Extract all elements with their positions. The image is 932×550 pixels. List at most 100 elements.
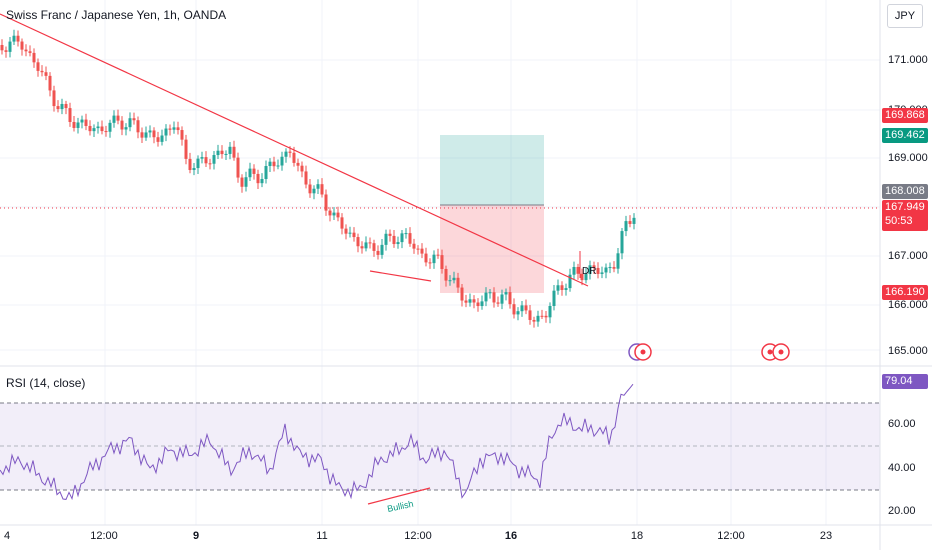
candle-body bbox=[16, 35, 20, 42]
candle-body bbox=[432, 254, 436, 264]
stop-loss-zone[interactable] bbox=[440, 205, 544, 293]
candle-body bbox=[380, 244, 384, 255]
candle-body bbox=[224, 153, 228, 155]
candle-body bbox=[556, 285, 560, 291]
price-tick: 165.000 bbox=[888, 345, 928, 357]
bullish-label: Bullish bbox=[386, 499, 414, 514]
candle-body bbox=[608, 267, 612, 269]
take-profit-zone[interactable] bbox=[440, 135, 544, 205]
candle-body bbox=[200, 157, 204, 159]
candle-body bbox=[248, 168, 252, 178]
candle-body bbox=[360, 246, 364, 249]
candle-body bbox=[160, 135, 164, 142]
candle-body bbox=[232, 146, 236, 158]
rsi-value-tag: 79.04 bbox=[882, 374, 928, 389]
candle-body bbox=[504, 292, 508, 295]
divergence-line-rsi[interactable] bbox=[367, 487, 431, 505]
price-tick: 166.000 bbox=[888, 299, 928, 311]
rsi-tick: 20.00 bbox=[888, 505, 916, 517]
candle-body bbox=[244, 177, 248, 187]
candle-body bbox=[420, 248, 424, 254]
rsi-title: RSI (14, close) bbox=[6, 376, 86, 390]
candle-body bbox=[132, 118, 136, 121]
candle-body bbox=[104, 131, 108, 133]
time-label: 9 bbox=[192, 530, 200, 542]
candle-body bbox=[68, 108, 72, 122]
candle-body bbox=[468, 299, 472, 303]
candle-body bbox=[192, 168, 196, 171]
candle-body bbox=[356, 237, 360, 247]
candle-body bbox=[508, 292, 512, 305]
candle-body bbox=[300, 165, 304, 172]
main-grid bbox=[0, 0, 880, 525]
candle-body bbox=[584, 274, 588, 281]
candle-body bbox=[536, 315, 540, 322]
candle-body bbox=[596, 267, 600, 274]
candle-body bbox=[408, 233, 412, 244]
candle-body bbox=[268, 161, 272, 167]
candle-body bbox=[256, 173, 260, 184]
candle-body bbox=[512, 304, 516, 315]
currency-button[interactable]: JPY bbox=[887, 4, 923, 28]
candle-body bbox=[388, 233, 392, 236]
price-tag-green: 169.462 bbox=[882, 128, 928, 143]
price-tick: 167.000 bbox=[888, 250, 928, 262]
candle-body bbox=[488, 292, 492, 294]
candle-body bbox=[392, 235, 396, 245]
candle-body bbox=[120, 120, 124, 130]
candle-body bbox=[116, 115, 120, 121]
candle-body bbox=[188, 158, 192, 171]
candle-body bbox=[236, 157, 240, 178]
candle-body bbox=[140, 132, 144, 138]
candle-body bbox=[184, 139, 188, 159]
rsi-tick: 40.00 bbox=[888, 462, 916, 474]
candle-body bbox=[524, 305, 528, 311]
candle-body bbox=[436, 254, 440, 256]
candle-body bbox=[264, 166, 268, 180]
candle-body bbox=[624, 221, 628, 232]
candle-body bbox=[332, 212, 336, 216]
time-label: 4 bbox=[3, 530, 11, 542]
candle-body bbox=[204, 157, 208, 164]
event-markers[interactable] bbox=[628, 343, 790, 361]
candle-body bbox=[604, 267, 608, 273]
candle-body bbox=[476, 302, 480, 307]
candle-body bbox=[460, 287, 464, 301]
trend-line[interactable] bbox=[0, 13, 589, 287]
candle-body bbox=[228, 146, 232, 154]
candle-body bbox=[632, 217, 636, 224]
candle-body bbox=[84, 119, 88, 126]
candle-body bbox=[500, 294, 504, 304]
candle-body bbox=[212, 155, 216, 164]
candle-body bbox=[340, 217, 344, 229]
candle-body bbox=[292, 152, 296, 163]
current-price-tag: 167.949 50:53 bbox=[882, 200, 928, 231]
candle-body bbox=[516, 311, 520, 315]
candle-body bbox=[288, 151, 292, 153]
candle-body bbox=[348, 232, 352, 234]
candle-body bbox=[580, 273, 584, 281]
candle-body bbox=[164, 128, 168, 136]
candle-body bbox=[40, 70, 44, 73]
candle-body bbox=[284, 151, 288, 157]
candle-body bbox=[32, 52, 36, 63]
candle-body bbox=[48, 75, 52, 91]
candle-body bbox=[540, 315, 544, 317]
candle-body bbox=[64, 103, 68, 109]
candle-body bbox=[72, 121, 76, 128]
time-label: 11 bbox=[316, 530, 328, 542]
candle-body bbox=[296, 162, 300, 166]
candle-body bbox=[208, 163, 212, 165]
candle-body bbox=[276, 165, 280, 167]
divergence-line-price[interactable] bbox=[369, 270, 432, 282]
candle-body bbox=[448, 280, 452, 282]
candle-body bbox=[320, 184, 324, 195]
candle-body bbox=[548, 306, 552, 318]
candle-body bbox=[308, 184, 312, 194]
candle-body bbox=[600, 272, 604, 274]
candle-body bbox=[588, 265, 592, 275]
candle-body bbox=[260, 179, 264, 184]
candle-body bbox=[316, 184, 320, 189]
candle-body bbox=[156, 137, 160, 142]
